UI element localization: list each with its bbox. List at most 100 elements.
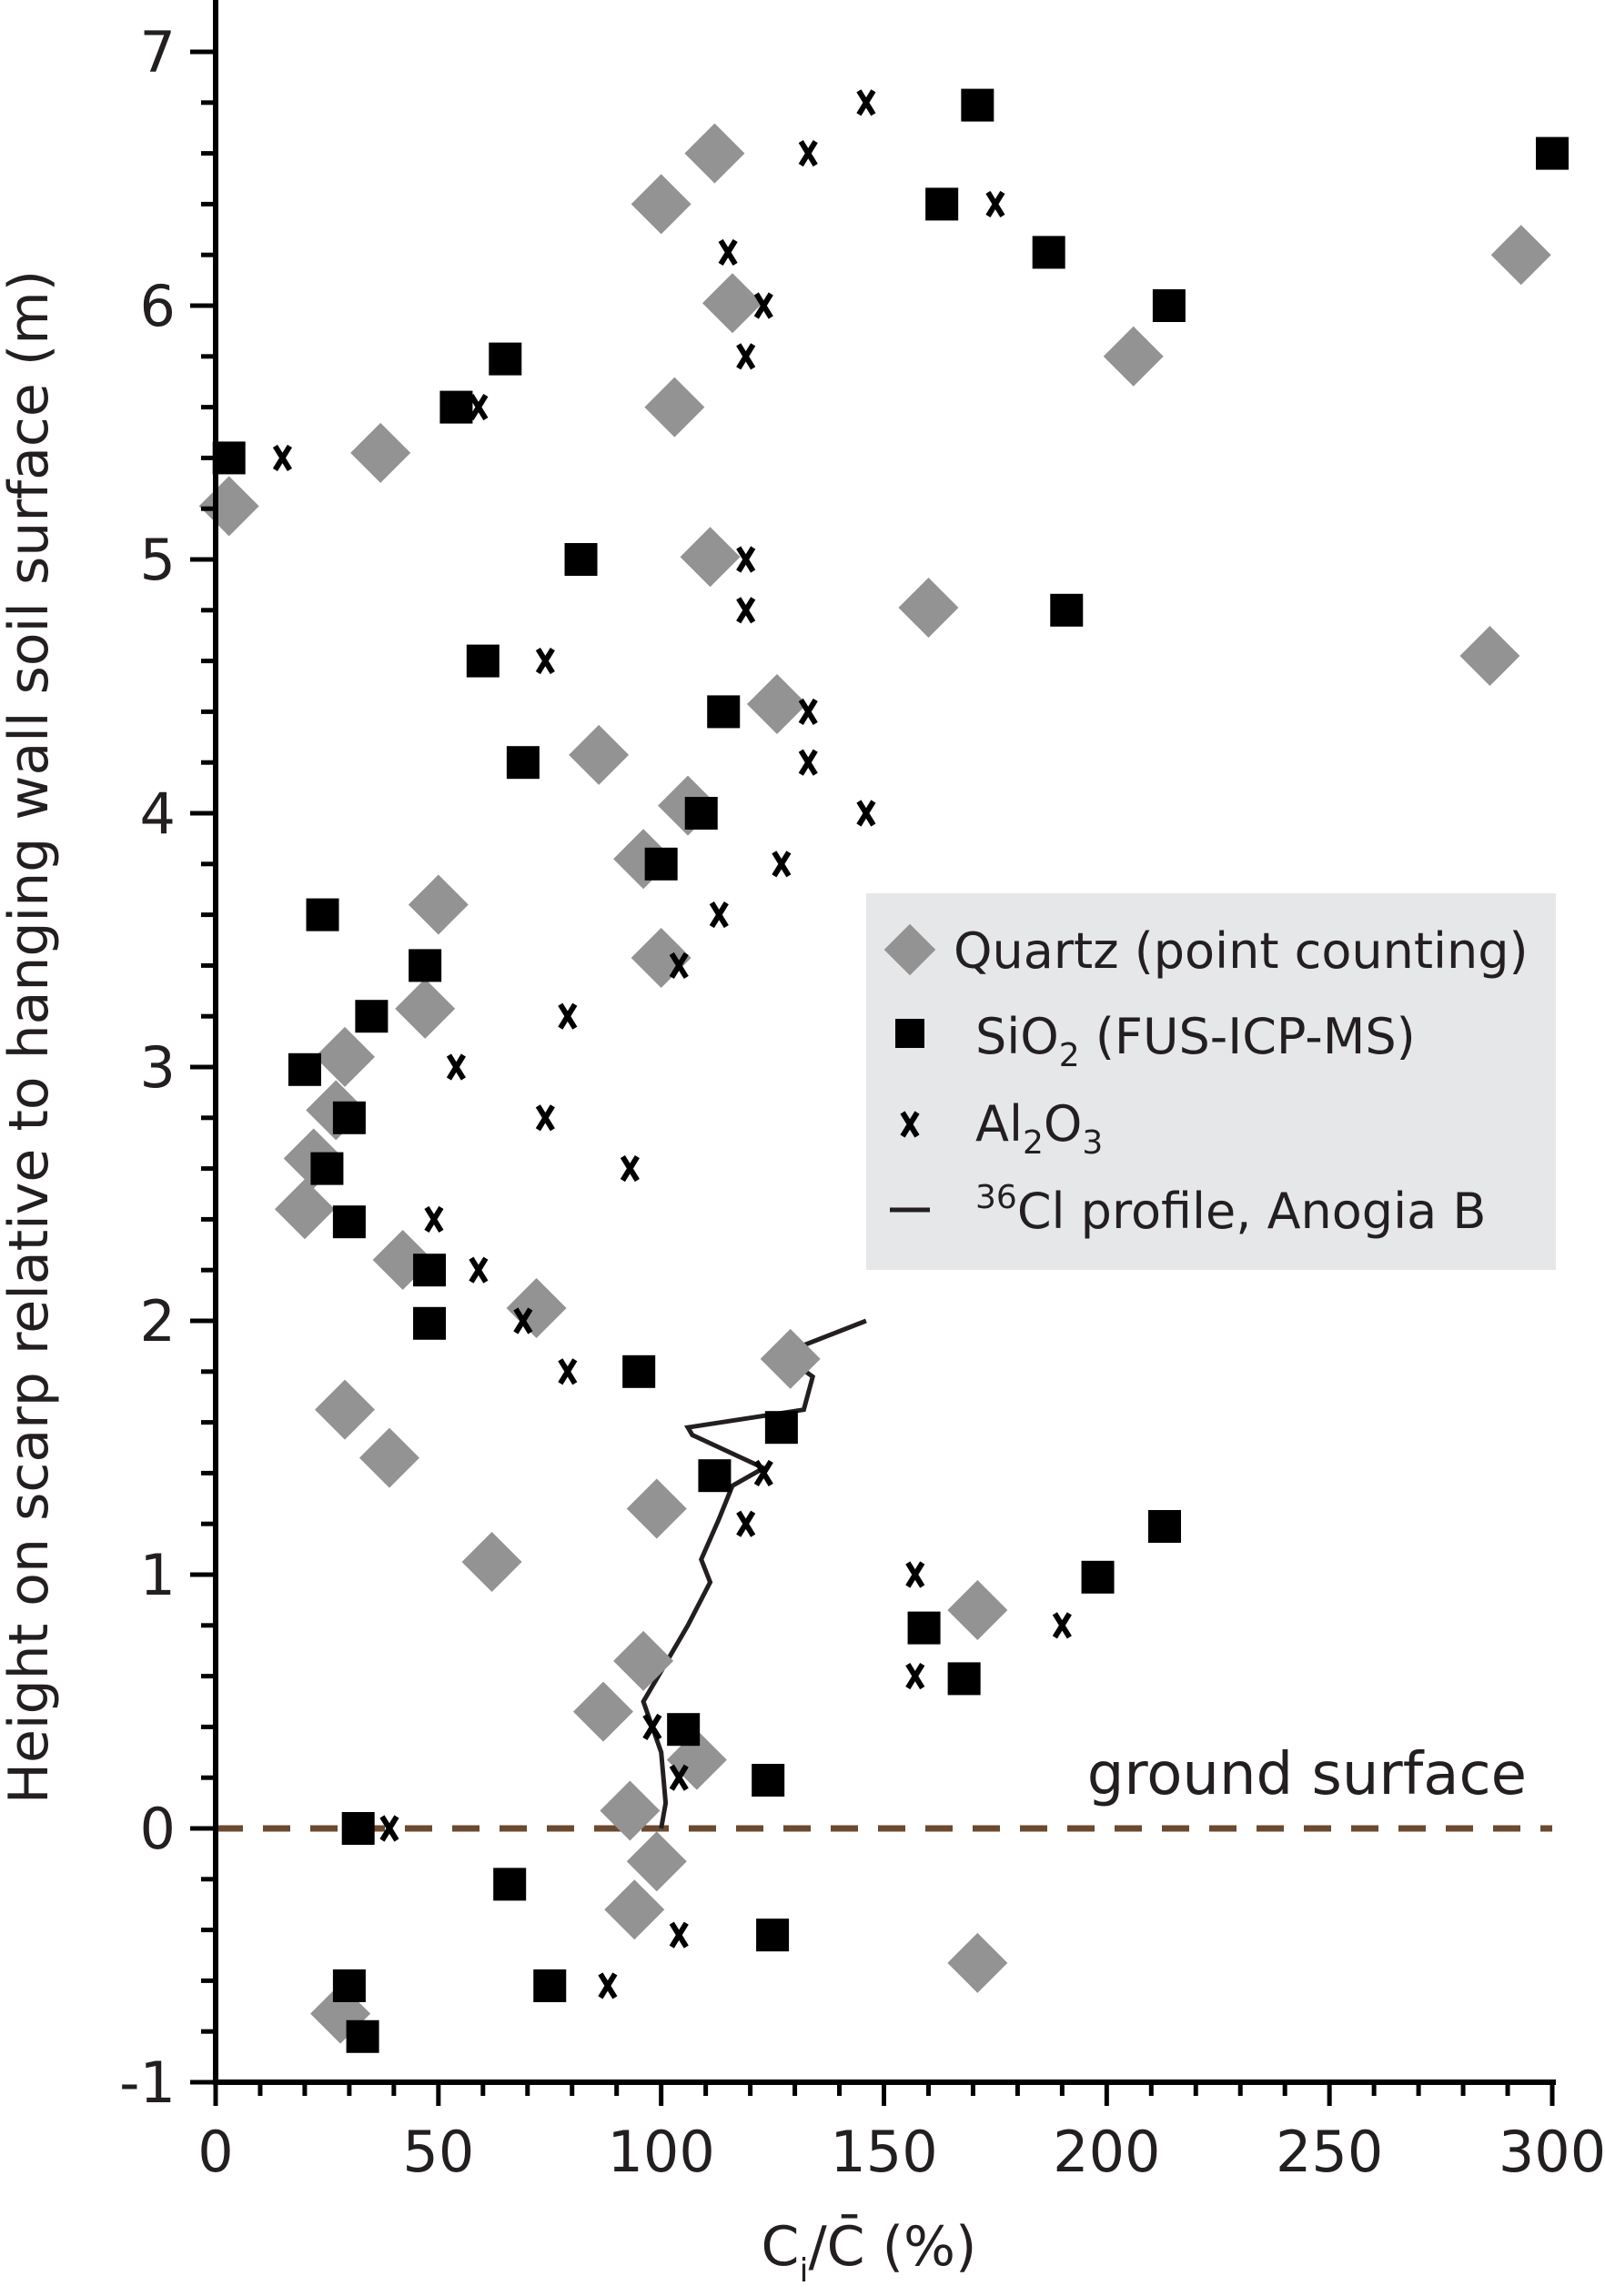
sio2-point bbox=[564, 543, 598, 576]
quartz-point bbox=[461, 1532, 522, 1593]
al2o3-point bbox=[598, 1972, 618, 1999]
sio2-point bbox=[707, 695, 741, 729]
x-marker-stroke bbox=[718, 238, 738, 266]
sio2-point bbox=[947, 1662, 981, 1696]
x-marker-stroke bbox=[446, 1053, 466, 1081]
legend-quartz-diamond-icon bbox=[883, 923, 936, 976]
sio2-point bbox=[684, 797, 718, 830]
al2o3-point bbox=[736, 597, 756, 624]
sio2-point bbox=[288, 1052, 321, 1086]
y-tick-label: 3 bbox=[140, 1034, 176, 1101]
quartz-point bbox=[947, 1932, 1008, 1993]
sio2-point bbox=[413, 1306, 447, 1340]
quartz-point bbox=[644, 377, 705, 438]
sio2-point bbox=[355, 1000, 389, 1033]
al2o3-point bbox=[558, 1002, 578, 1030]
x-marker-stroke bbox=[535, 1104, 555, 1132]
al2o3-point bbox=[379, 1815, 399, 1842]
quartz-point bbox=[947, 1580, 1008, 1641]
y-tick-label: 1 bbox=[140, 1542, 176, 1608]
y-tick-label: 5 bbox=[140, 527, 176, 593]
x-marker-stroke bbox=[753, 292, 773, 319]
x-marker-stroke bbox=[856, 89, 876, 116]
x-marker-stroke bbox=[424, 1205, 444, 1233]
x-marker-stroke bbox=[558, 1358, 578, 1385]
x-marker-stroke bbox=[772, 851, 792, 878]
legend-cl36-label-superscript: 36 bbox=[975, 1179, 1017, 1216]
al2o3-point bbox=[469, 394, 489, 421]
quartz-point bbox=[315, 1026, 376, 1087]
al2o3-point bbox=[669, 1764, 689, 1791]
ground-surface-label: ground surface bbox=[1087, 1741, 1527, 1808]
x-marker-stroke bbox=[736, 597, 756, 624]
x-marker-stroke bbox=[856, 800, 876, 827]
legend-sio2-label-main: SiO bbox=[975, 1008, 1059, 1065]
quartz-point bbox=[1490, 225, 1551, 286]
al2o3-point bbox=[709, 901, 729, 929]
al2o3-point bbox=[424, 1205, 444, 1233]
quartz-point bbox=[760, 1328, 821, 1389]
sio2-point bbox=[925, 187, 959, 221]
x-tick-label: 250 bbox=[1276, 2119, 1383, 2185]
x-marker-stroke bbox=[905, 1561, 925, 1588]
quartz-point bbox=[408, 874, 469, 935]
sio2-point bbox=[439, 390, 473, 424]
legend-item-al2o3: Al2O3 bbox=[900, 1095, 1103, 1162]
x-tick-label: 300 bbox=[1499, 2119, 1605, 2185]
x-marker-stroke bbox=[669, 952, 689, 979]
sio2-point bbox=[1050, 593, 1084, 627]
al2o3-point bbox=[736, 343, 756, 370]
x-marker-stroke bbox=[709, 901, 729, 929]
sio2-point bbox=[332, 1101, 366, 1134]
sio2-point bbox=[756, 1918, 790, 1952]
al2o3-point bbox=[642, 1713, 662, 1740]
x-marker-stroke bbox=[798, 749, 818, 776]
sio2-point bbox=[907, 1611, 941, 1645]
quartz-point bbox=[573, 1681, 634, 1742]
legend-al2o3-label-subscript2: 3 bbox=[1082, 1124, 1103, 1162]
sio2-point bbox=[493, 1868, 527, 1901]
al2o3-point bbox=[798, 749, 818, 776]
legend-al2o3-label: Al2O3 bbox=[975, 1095, 1103, 1162]
sio2-point bbox=[667, 1713, 701, 1747]
x-tick-label: 50 bbox=[402, 2119, 474, 2185]
x-marker-stroke bbox=[620, 1155, 640, 1183]
quartz-point bbox=[746, 674, 807, 735]
sio2-point bbox=[506, 746, 540, 780]
al2o3-point bbox=[905, 1663, 925, 1690]
x-marker-stroke bbox=[900, 1111, 920, 1138]
al2o3-point bbox=[513, 1307, 533, 1334]
x-marker-stroke bbox=[469, 1256, 489, 1284]
quartz-point bbox=[274, 1179, 335, 1240]
x-marker-stroke bbox=[736, 343, 756, 370]
x-marker-stroke bbox=[669, 1764, 689, 1791]
sio2-point bbox=[306, 898, 339, 931]
quartz-point bbox=[626, 1478, 687, 1539]
x-marker-stroke bbox=[985, 190, 1005, 217]
quartz-points-layer bbox=[198, 123, 1551, 2044]
al2o3-point bbox=[736, 1510, 756, 1537]
sio2-point bbox=[1032, 236, 1065, 269]
x-marker-stroke bbox=[379, 1815, 399, 1842]
legend-background bbox=[866, 893, 1556, 1270]
x-marker-stroke bbox=[598, 1972, 618, 1999]
x-marker-stroke bbox=[535, 1972, 555, 1999]
legend-al2o3-label-mid: O bbox=[1044, 1095, 1083, 1153]
sio2-point bbox=[341, 1812, 375, 1845]
y-tick-label: 7 bbox=[140, 19, 176, 86]
quartz-point bbox=[395, 978, 456, 1039]
x-marker-stroke bbox=[736, 546, 756, 573]
legend-sio2-label-subscript: 2 bbox=[1059, 1037, 1080, 1074]
quartz-point bbox=[350, 422, 411, 483]
x-marker-stroke bbox=[736, 1510, 756, 1537]
legend-al2o3-x-icon bbox=[900, 1111, 920, 1138]
x-marker-stroke bbox=[798, 140, 818, 167]
legend-al2o3-label-subscript: 2 bbox=[1023, 1124, 1044, 1162]
sio2-point bbox=[413, 1254, 447, 1287]
al2o3-point bbox=[669, 952, 689, 979]
al2o3-points-layer bbox=[272, 89, 1072, 1999]
quartz-point bbox=[898, 578, 959, 639]
al2o3-point bbox=[798, 140, 818, 167]
quartz-point bbox=[604, 1879, 665, 1940]
